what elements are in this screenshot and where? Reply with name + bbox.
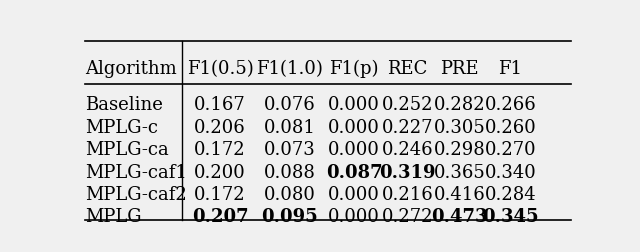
Text: F1(p): F1(p) bbox=[330, 60, 379, 78]
Text: MPLG-caf2: MPLG-caf2 bbox=[85, 185, 187, 203]
Text: 0.272: 0.272 bbox=[381, 208, 433, 226]
Text: Algorithm: Algorithm bbox=[85, 60, 177, 78]
Text: 0.000: 0.000 bbox=[328, 185, 380, 203]
Text: 0.000: 0.000 bbox=[328, 96, 380, 114]
Text: F1(0.5): F1(0.5) bbox=[187, 60, 253, 78]
Text: PRE: PRE bbox=[440, 60, 479, 78]
Text: 0.207: 0.207 bbox=[192, 208, 248, 226]
Text: MPLG: MPLG bbox=[85, 208, 141, 226]
Text: 0.200: 0.200 bbox=[195, 163, 246, 181]
Text: 0.088: 0.088 bbox=[264, 163, 316, 181]
Text: 0.172: 0.172 bbox=[195, 141, 246, 159]
Text: 0.260: 0.260 bbox=[484, 118, 536, 136]
Text: 0.080: 0.080 bbox=[264, 185, 316, 203]
Text: 0.365: 0.365 bbox=[433, 163, 485, 181]
Text: F1: F1 bbox=[499, 60, 522, 78]
Text: MPLG-c: MPLG-c bbox=[85, 118, 158, 136]
Text: 0.270: 0.270 bbox=[484, 141, 536, 159]
Text: 0.473: 0.473 bbox=[431, 208, 488, 226]
Text: REC: REC bbox=[387, 60, 428, 78]
Text: MPLG-caf1: MPLG-caf1 bbox=[85, 163, 187, 181]
Text: 0.087: 0.087 bbox=[326, 163, 382, 181]
Text: 0.172: 0.172 bbox=[195, 185, 246, 203]
Text: 0.298: 0.298 bbox=[433, 141, 485, 159]
Text: 0.095: 0.095 bbox=[261, 208, 318, 226]
Text: 0.282: 0.282 bbox=[434, 96, 485, 114]
Text: 0.319: 0.319 bbox=[379, 163, 436, 181]
Text: 0.073: 0.073 bbox=[264, 141, 316, 159]
Text: 0.000: 0.000 bbox=[328, 141, 380, 159]
Text: F1(1.0): F1(1.0) bbox=[256, 60, 323, 78]
Text: 0.000: 0.000 bbox=[328, 118, 380, 136]
Text: 0.345: 0.345 bbox=[482, 208, 539, 226]
Text: 0.340: 0.340 bbox=[484, 163, 536, 181]
Text: 0.000: 0.000 bbox=[328, 208, 380, 226]
Text: 0.081: 0.081 bbox=[264, 118, 316, 136]
Text: 0.305: 0.305 bbox=[433, 118, 485, 136]
Text: 0.266: 0.266 bbox=[484, 96, 536, 114]
Text: 0.076: 0.076 bbox=[264, 96, 316, 114]
Text: 0.167: 0.167 bbox=[195, 96, 246, 114]
Text: 0.284: 0.284 bbox=[484, 185, 536, 203]
Text: MPLG-ca: MPLG-ca bbox=[85, 141, 169, 159]
Text: 0.216: 0.216 bbox=[381, 185, 433, 203]
Text: Baseline: Baseline bbox=[85, 96, 163, 114]
Text: 0.227: 0.227 bbox=[381, 118, 433, 136]
Text: 0.416: 0.416 bbox=[433, 185, 485, 203]
Text: 0.206: 0.206 bbox=[195, 118, 246, 136]
Text: 0.252: 0.252 bbox=[381, 96, 433, 114]
Text: 0.246: 0.246 bbox=[381, 141, 433, 159]
